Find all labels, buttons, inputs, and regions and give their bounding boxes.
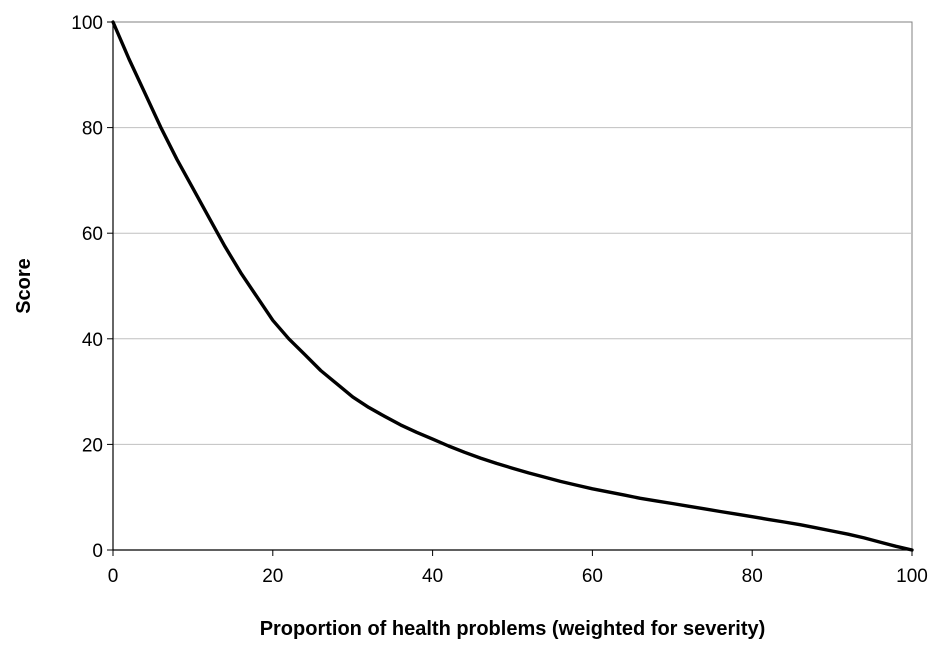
score-series-line [111, 20, 914, 552]
x-tick-label: 60 [582, 566, 603, 587]
x-tick-label: 40 [422, 566, 443, 587]
y-tick-label: 20 [82, 435, 103, 456]
y-tick-label: 40 [82, 330, 103, 351]
y-tick-label: 0 [92, 541, 103, 562]
y-axis-title: Score [13, 258, 35, 314]
x-tick-label: 0 [108, 566, 119, 587]
plot-area-frame [112, 21, 913, 551]
gridlines [113, 127, 912, 445]
y-tick-label: 80 [82, 119, 103, 140]
y-tick-label: 100 [71, 13, 103, 34]
x-axis-title: Proportion of health problems (weighted … [260, 618, 766, 640]
x-tick-label: 20 [262, 566, 283, 587]
axis-ticks: 0 20 40 60 80 100 0 20 40 60 80 100 [71, 13, 928, 587]
x-tick-label: 100 [896, 566, 928, 587]
x-tick-label: 80 [742, 566, 763, 587]
y-tick-label: 60 [82, 224, 103, 245]
